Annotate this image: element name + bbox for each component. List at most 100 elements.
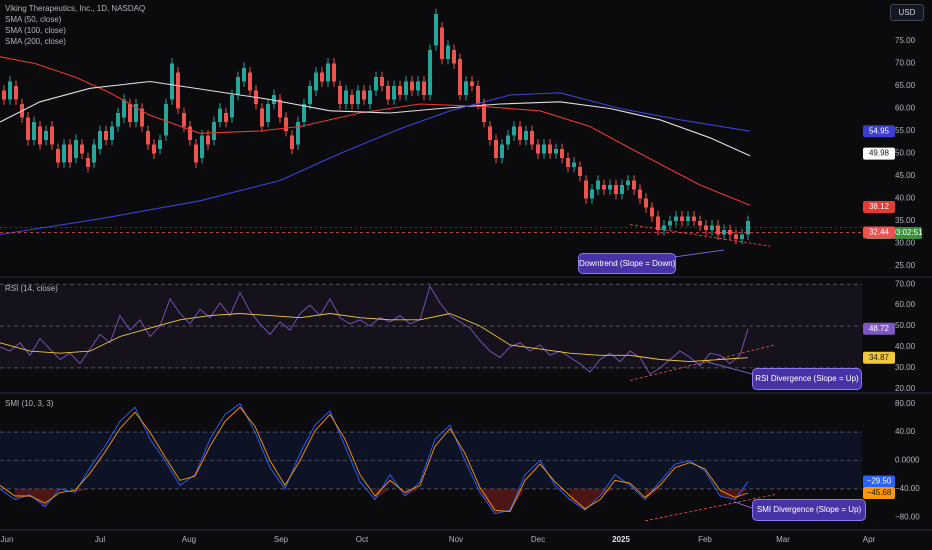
candle-down[interactable]	[578, 167, 582, 176]
candle-down[interactable]	[398, 86, 402, 95]
sma50-legend[interactable]: SMA (50, close)	[5, 15, 62, 24]
candle-down[interactable]	[86, 158, 90, 167]
candle-down[interactable]	[182, 113, 186, 127]
candle-up[interactable]	[164, 104, 168, 136]
candle-down[interactable]	[734, 234, 738, 240]
candle-down[interactable]	[548, 144, 552, 154]
candle-down[interactable]	[470, 81, 474, 87]
candle-up[interactable]	[626, 180, 630, 186]
candle-up[interactable]	[212, 122, 216, 140]
candle-up[interactable]	[686, 216, 690, 222]
candle-up[interactable]	[158, 140, 162, 149]
candle-up[interactable]	[170, 63, 174, 100]
candle-down[interactable]	[278, 99, 282, 118]
candle-down[interactable]	[176, 72, 180, 109]
candle-down[interactable]	[644, 198, 648, 208]
candle-down[interactable]	[716, 225, 720, 235]
candle-down[interactable]	[140, 108, 144, 127]
candle-down[interactable]	[566, 158, 570, 167]
candle-up[interactable]	[554, 149, 558, 154]
candle-up[interactable]	[416, 81, 420, 91]
candle-up[interactable]	[308, 86, 312, 104]
candle-down[interactable]	[248, 72, 252, 91]
candle-down[interactable]	[530, 131, 534, 145]
candle-up[interactable]	[92, 144, 96, 163]
candle-up[interactable]	[512, 126, 516, 136]
candle-down[interactable]	[128, 104, 132, 122]
symbol-title[interactable]: Viking Therapeutics, Inc., 1D, NASDAQ	[5, 4, 146, 13]
candle-up[interactable]	[662, 225, 666, 231]
rsi-line[interactable]	[0, 285, 749, 375]
candle-down[interactable]	[350, 95, 354, 104]
currency-button[interactable]: USD	[890, 4, 924, 21]
candle-up[interactable]	[242, 68, 246, 82]
downtrend-line[interactable]	[629, 224, 771, 247]
rsi-ma-line[interactable]	[0, 313, 749, 363]
candle-down[interactable]	[56, 149, 60, 163]
candle-down[interactable]	[680, 216, 684, 222]
candle-down[interactable]	[320, 72, 324, 82]
candle-down[interactable]	[458, 59, 462, 95]
candle-up[interactable]	[746, 221, 750, 235]
candle-down[interactable]	[656, 216, 660, 231]
candle-up[interactable]	[230, 95, 234, 118]
candle-up[interactable]	[446, 45, 450, 60]
candle-down[interactable]	[638, 189, 642, 199]
candle-up[interactable]	[524, 131, 528, 140]
candle-up[interactable]	[116, 113, 120, 127]
sma200-legend[interactable]: SMA (200, close)	[5, 37, 66, 46]
candle-up[interactable]	[740, 234, 744, 240]
candle-up[interactable]	[218, 108, 222, 123]
candle-up[interactable]	[506, 135, 510, 145]
candle-down[interactable]	[332, 63, 336, 82]
candle-down[interactable]	[224, 113, 228, 122]
candle-down[interactable]	[476, 86, 480, 104]
candle-up[interactable]	[32, 122, 36, 140]
candle-up[interactable]	[62, 144, 66, 163]
candle-up[interactable]	[356, 90, 360, 105]
candle-down[interactable]	[488, 126, 492, 141]
downtrend-annotation[interactable]: Downtrend (Slope = Down)	[578, 253, 676, 274]
candle-up[interactable]	[710, 225, 714, 231]
candle-down[interactable]	[290, 135, 294, 150]
candle-down[interactable]	[614, 185, 618, 194]
candle-down[interactable]	[560, 149, 564, 158]
candle-down[interactable]	[452, 50, 456, 64]
candle-up[interactable]	[722, 230, 726, 235]
candle-down[interactable]	[38, 126, 42, 145]
candle-down[interactable]	[188, 126, 192, 141]
candle-down[interactable]	[518, 126, 522, 141]
candle-up[interactable]	[590, 189, 594, 199]
candle-up[interactable]	[122, 99, 126, 118]
candle-up[interactable]	[8, 81, 12, 100]
smi-divergence-annotation[interactable]: SMI Divergence (Slope = Up)	[752, 499, 866, 521]
candle-down[interactable]	[380, 77, 384, 86]
candle-up[interactable]	[434, 14, 438, 46]
candle-down[interactable]	[584, 180, 588, 199]
candle-down[interactable]	[494, 140, 498, 158]
candle-down[interactable]	[536, 144, 540, 154]
candle-down[interactable]	[68, 144, 72, 163]
candle-up[interactable]	[302, 104, 306, 122]
candle-down[interactable]	[14, 86, 18, 100]
candle-up[interactable]	[542, 144, 546, 154]
candle-down[interactable]	[26, 117, 30, 141]
candle-down[interactable]	[146, 131, 150, 145]
candle-down[interactable]	[440, 27, 444, 60]
candle-down[interactable]	[650, 207, 654, 217]
candle-up[interactable]	[500, 144, 504, 159]
candle-up[interactable]	[668, 221, 672, 226]
candle-down[interactable]	[206, 135, 210, 145]
sma50-line[interactable]	[0, 56, 751, 206]
candle-up[interactable]	[98, 131, 102, 149]
candle-down[interactable]	[338, 86, 342, 104]
candle-up[interactable]	[572, 162, 576, 168]
candle-down[interactable]	[482, 104, 486, 122]
candle-down[interactable]	[410, 81, 414, 91]
candle-up[interactable]	[392, 86, 396, 100]
candle-down[interactable]	[104, 131, 108, 140]
candle-down[interactable]	[386, 86, 390, 100]
candle-up[interactable]	[296, 122, 300, 145]
candle-down[interactable]	[2, 90, 6, 100]
candle-up[interactable]	[674, 216, 678, 222]
